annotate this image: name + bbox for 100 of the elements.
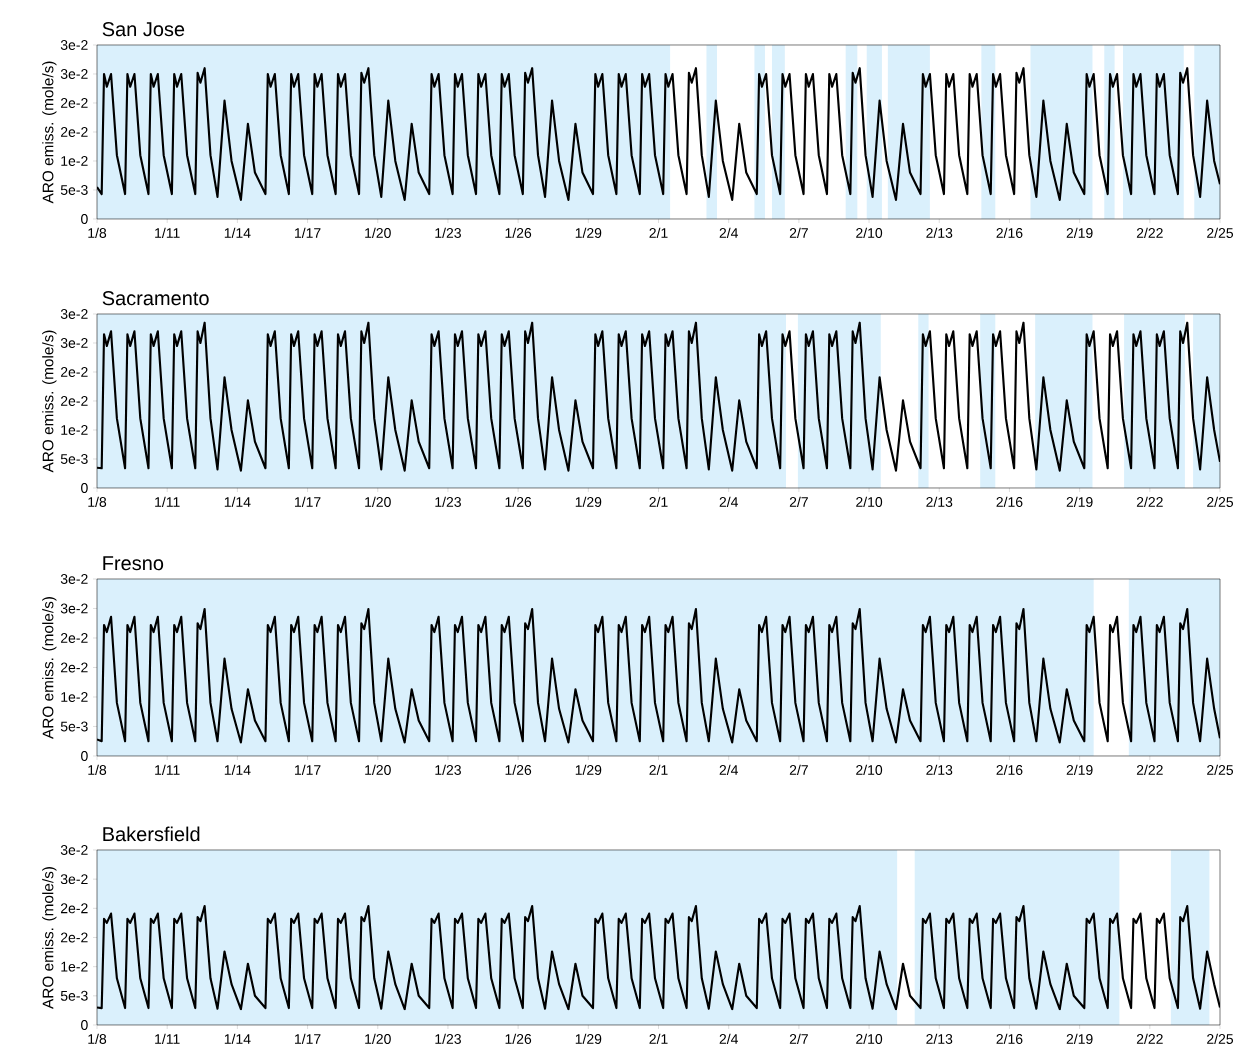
x-tick-label: 2/4 <box>719 496 738 507</box>
x-tick-label: 2/22 <box>1136 227 1163 238</box>
x-tick-label: 2/13 <box>926 227 953 238</box>
x-tick-label: 2/25 <box>1207 496 1234 507</box>
x-tick-label: 1/26 <box>505 496 532 507</box>
x-tick-label: 2/25 <box>1207 1033 1234 1044</box>
x-tick-label: 1/26 <box>505 1033 532 1044</box>
x-tick-label: 2/19 <box>1066 496 1093 507</box>
y-tick-label: 3e-2 <box>60 69 88 79</box>
x-tick-label: 2/25 <box>1207 764 1234 775</box>
x-tick-label: 2/16 <box>996 1033 1023 1044</box>
x-tick-label: 1/14 <box>224 496 251 507</box>
y-tick-label: 0 <box>81 1020 88 1030</box>
x-tick-label: 1/17 <box>295 227 321 238</box>
x-tick-label: 1/20 <box>365 496 391 507</box>
x-tick-label: 1/20 <box>365 1033 391 1044</box>
y-tick-label: 0 <box>81 483 88 493</box>
y-tick-label: 1e-2 <box>61 156 88 166</box>
x-tick-label: 2/7 <box>789 1033 808 1044</box>
x-tick-label: 1/23 <box>435 1033 461 1044</box>
x-tick-label: 2/4 <box>719 764 738 775</box>
x-tick-label: 1/20 <box>365 764 391 775</box>
x-tick-label: 1/29 <box>575 764 602 775</box>
x-tick-label: 1/29 <box>575 227 602 238</box>
x-tick-label: 2/19 <box>1066 227 1093 238</box>
y-axis-title: ARO emiss. (mole/s) <box>42 61 57 204</box>
x-tick-label: 1/23 <box>435 496 461 507</box>
x-tick-label: 1/11 <box>155 1033 180 1044</box>
chart-title: Sacramento <box>102 291 209 306</box>
x-tick-label: 2/10 <box>856 1033 883 1044</box>
y-tick-label: 3e-2 <box>60 603 88 614</box>
x-tick-label: 2/13 <box>926 1033 953 1044</box>
x-tick-label: 2/22 <box>1136 1033 1163 1044</box>
x-tick-label: 1/17 <box>295 496 321 507</box>
x-tick-label: 1/14 <box>224 764 251 775</box>
chart-title: San Jose <box>102 22 185 37</box>
y-tick-label: 3e-2 <box>60 845 88 855</box>
y-tick-label: 5e-3 <box>60 185 88 195</box>
x-tick-label: 1/8 <box>88 764 107 775</box>
y-axis-title: ARO emiss. (mole/s) <box>42 330 57 473</box>
y-tick-label: 2e-2 <box>60 367 88 377</box>
y-tick-label: 3e-2 <box>60 574 88 584</box>
x-tick-label: 2/1 <box>649 227 668 238</box>
y-tick-label: 3e-2 <box>60 309 88 319</box>
x-tick-label: 1/26 <box>505 764 532 775</box>
x-tick-label: 2/10 <box>856 764 883 775</box>
x-tick-label: 1/17 <box>295 1033 321 1044</box>
y-tick-label: 5e-3 <box>60 454 88 464</box>
y-tick-label: 5e-3 <box>60 990 88 1001</box>
x-tick-label: 2/7 <box>789 496 808 507</box>
y-tick-label: 3e-2 <box>60 874 88 885</box>
y-tick-label: 0 <box>81 751 88 761</box>
x-tick-label: 2/1 <box>649 1033 668 1044</box>
x-tick-label: 2/4 <box>719 227 738 238</box>
y-tick-label: 2e-2 <box>60 633 88 643</box>
y-tick-label: 0 <box>81 214 88 224</box>
x-tick-label: 2/1 <box>649 764 668 775</box>
x-tick-label: 1/11 <box>155 227 180 238</box>
x-tick-label: 2/13 <box>926 496 953 507</box>
x-tick-label: 1/8 <box>88 227 107 238</box>
y-axis-title: ARO emiss. (mole/s) <box>42 867 57 1009</box>
y-tick-label: 1e-2 <box>61 425 88 435</box>
y-tick-label: 5e-3 <box>60 721 88 732</box>
y-tick-label: 2e-2 <box>60 903 88 914</box>
x-tick-label: 2/22 <box>1136 764 1163 775</box>
chart-title: Fresno <box>103 556 164 571</box>
x-tick-label: 1/23 <box>435 764 461 775</box>
x-tick-label: 2/7 <box>789 764 808 775</box>
x-tick-label: 2/19 <box>1066 764 1093 775</box>
y-tick-label: 2e-2 <box>60 662 88 673</box>
x-tick-label: 2/16 <box>996 764 1023 775</box>
x-tick-label: 2/1 <box>649 496 668 507</box>
x-tick-label: 2/19 <box>1066 1033 1093 1044</box>
x-tick-label: 1/26 <box>505 227 532 238</box>
y-tick-label: 2e-2 <box>60 127 88 137</box>
y-axis-title: ARO emiss. (mole/s) <box>42 597 57 739</box>
x-tick-label: 2/13 <box>926 764 953 775</box>
x-tick-label: 2/10 <box>856 227 883 238</box>
x-tick-label: 2/7 <box>789 227 808 238</box>
x-tick-label: 1/14 <box>224 1033 251 1044</box>
y-tick-label: 1e-2 <box>61 692 88 702</box>
x-tick-label: 2/25 <box>1207 227 1234 238</box>
x-tick-label: 1/11 <box>155 764 180 775</box>
x-tick-label: 2/10 <box>856 496 883 507</box>
x-tick-label: 1/20 <box>365 227 391 238</box>
x-tick-label: 1/29 <box>575 496 602 507</box>
y-tick-label: 2e-2 <box>60 396 88 406</box>
y-tick-label: 3e-2 <box>60 40 88 50</box>
x-tick-label: 1/14 <box>224 227 251 238</box>
y-tick-label: 1e-2 <box>61 961 88 972</box>
chart-title: Bakersfield <box>103 826 200 842</box>
x-tick-label: 2/22 <box>1136 496 1163 507</box>
x-tick-label: 1/29 <box>575 1033 602 1044</box>
x-tick-label: 2/16 <box>996 496 1023 507</box>
x-tick-label: 1/17 <box>295 764 321 775</box>
x-tick-label: 2/16 <box>996 227 1023 238</box>
y-tick-label: 2e-2 <box>60 98 88 108</box>
x-tick-label: 1/8 <box>88 1033 107 1044</box>
x-tick-label: 2/4 <box>719 1033 738 1044</box>
x-tick-label: 1/23 <box>435 227 461 238</box>
